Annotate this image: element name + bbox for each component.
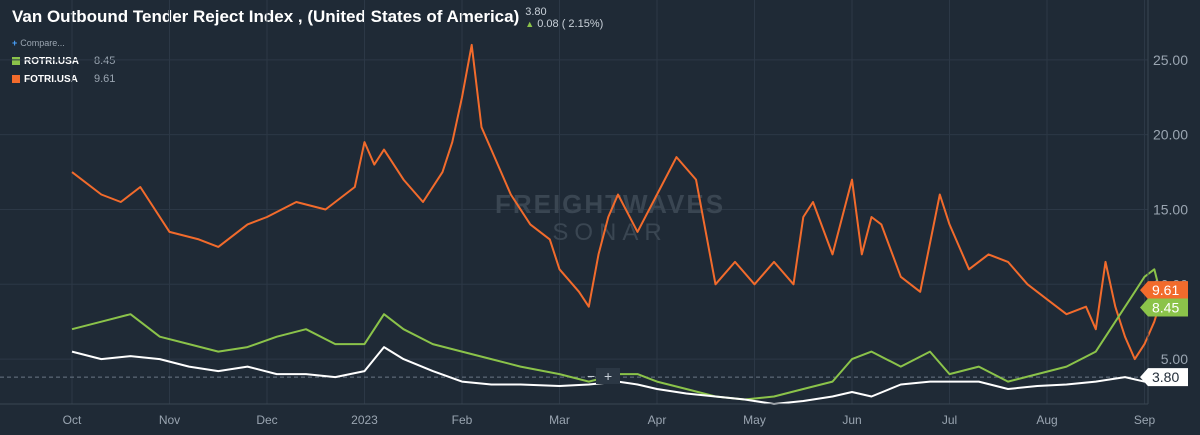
- x-tick-label: Feb: [452, 413, 473, 427]
- legend: + Compare... ROTRI.USA 8.45 FOTRI.USA 9.6…: [12, 38, 115, 88]
- axes: Oct Nov Dec 2023 Feb Mar Apr May Jun Jul Aug Sep 5.0…: [0, 0, 1188, 427]
- chart-header: Van Outbound Tender Reject Index , (Unit…: [12, 6, 603, 30]
- x-tick-label: Nov: [159, 413, 180, 427]
- last-value-labels: 9.618.45 3.80: [1140, 281, 1188, 387]
- last-value-tag: [1140, 368, 1188, 387]
- last-value-tag: [1140, 281, 1188, 300]
- x-tick-label: Oct: [63, 413, 82, 427]
- last-value-label: 3.80: [1152, 369, 1179, 385]
- chart-title: Van Outbound Tender Reject Index , (Unit…: [12, 7, 520, 26]
- compare-button[interactable]: + Compare...: [12, 38, 65, 48]
- last-value-label: 8.45: [1152, 299, 1179, 315]
- x-tick-label: Dec: [256, 413, 277, 427]
- x-tick-label: Sep: [1134, 413, 1156, 427]
- series-line-van-outbound-tender-reject-index: [71, 346, 1165, 405]
- legend-swatch: [12, 57, 20, 65]
- x-tick-label: May: [743, 413, 766, 427]
- quote-box: 3.80 ▲ 0.08 ( 2.15%): [525, 6, 603, 30]
- zoom-controls: − +: [587, 368, 620, 384]
- change-value: 0.08 ( 2.15%): [537, 18, 604, 30]
- x-tick-label: Aug: [1036, 413, 1057, 427]
- y-tick-label: 15.00: [1153, 201, 1188, 217]
- x-tick-label: Jul: [942, 413, 957, 427]
- series-line-rotri-usa: [71, 268, 1165, 401]
- x-tick-label: Mar: [549, 413, 570, 427]
- y-tick-label: 20.00: [1153, 127, 1188, 143]
- grid: [0, 0, 1148, 404]
- series-group: [71, 43, 1165, 405]
- watermark-line2: SONAR: [552, 219, 667, 246]
- legend-swatch: [12, 75, 20, 83]
- plus-icon: +: [12, 38, 18, 48]
- y-tick-label: 25.00: [1153, 52, 1188, 68]
- zoom-out-button[interactable]: −: [587, 368, 595, 384]
- x-tick-label: Jun: [842, 413, 861, 427]
- up-triangle-icon: ▲: [525, 19, 535, 29]
- y-tick-label: 5.00: [1161, 351, 1188, 367]
- x-tick-label: 2023: [351, 413, 378, 427]
- last-value-label: 9.61: [1152, 282, 1179, 298]
- legend-item-fotri[interactable]: FOTRI.USA 9.61: [12, 70, 115, 88]
- x-tick-label: Apr: [648, 413, 667, 427]
- series-line-fotri-usa: [71, 43, 1165, 361]
- zoom-bg: [596, 368, 620, 384]
- zoom-in-button[interactable]: +: [604, 368, 612, 384]
- last-value-tag: [1140, 298, 1188, 317]
- last-value: 3.80: [525, 6, 547, 18]
- legend-item-rotri[interactable]: ROTRI.USA 8.45: [12, 52, 115, 70]
